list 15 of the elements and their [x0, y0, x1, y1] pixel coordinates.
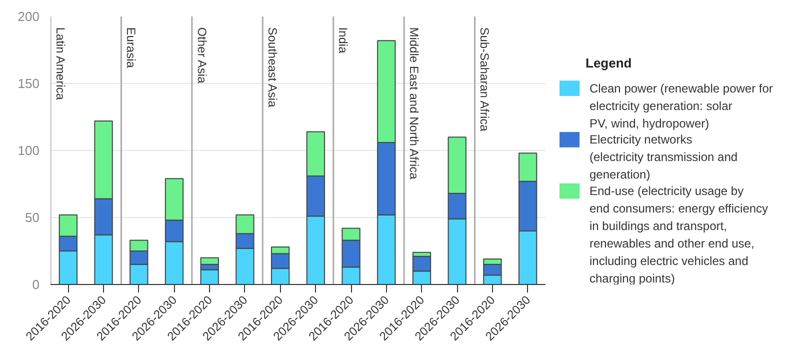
annotation: Eurasia: [124, 27, 138, 68]
annotation: Middle East and North Africa: [406, 27, 421, 180]
y-tick-label: 100: [18, 143, 40, 158]
legend-title: Legend: [586, 55, 632, 70]
annotation: Latin America: [53, 27, 68, 100]
annotation: India: [336, 27, 350, 54]
legend-label: Electricity networks (electricity transmission and generation): [590, 132, 738, 182]
y-tick-label: 50: [25, 210, 40, 225]
annotation: Other Asia: [194, 27, 209, 84]
y-tick-label: 150: [18, 76, 40, 91]
annotation: Southeast Asia: [265, 27, 280, 108]
annotation: Sub-Saharan Africa: [478, 27, 492, 132]
legend-label: Clean power (renewable power for electricity generation: solar PV, wind, hydropower): [590, 81, 773, 130]
y-tick-label: 0: [32, 277, 40, 292]
y-tick-label: 200: [18, 9, 40, 24]
